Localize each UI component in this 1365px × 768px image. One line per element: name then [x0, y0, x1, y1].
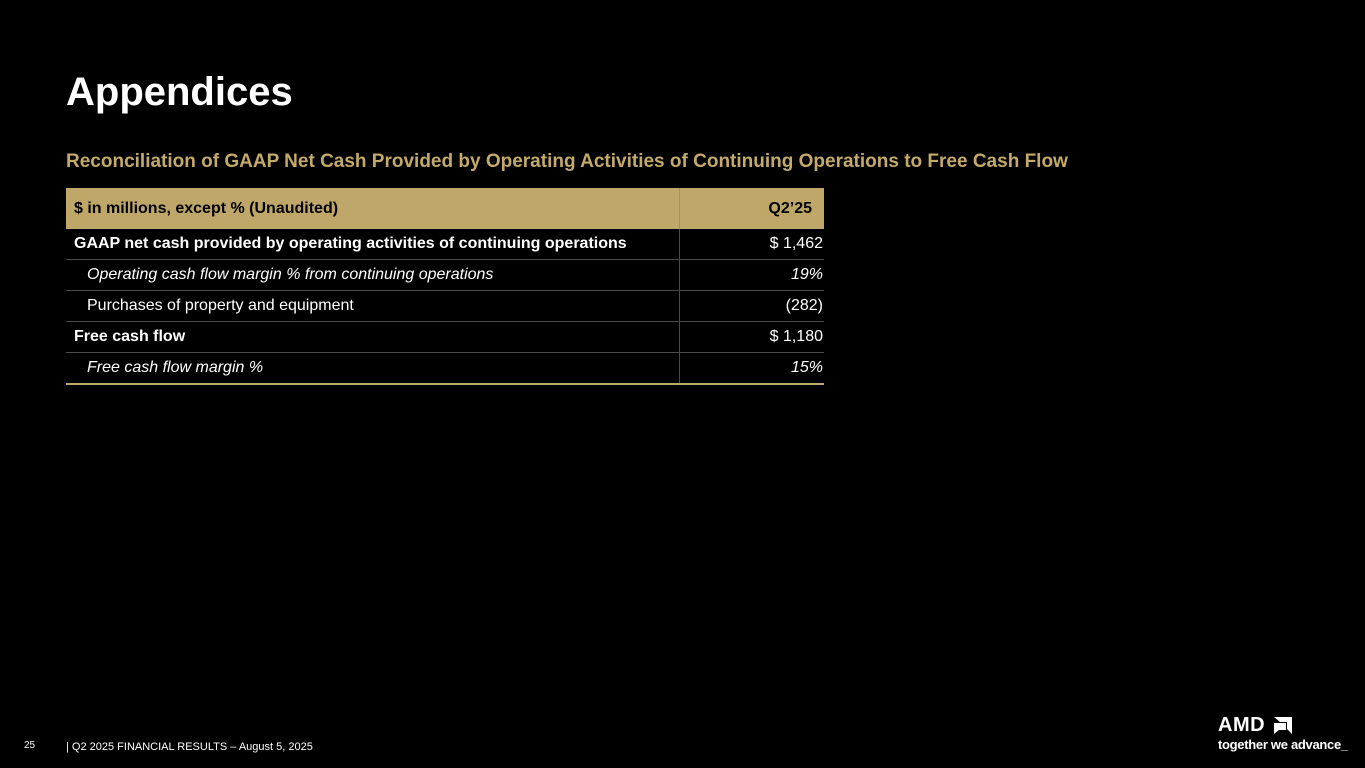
table-row: Operating cash flow margin % from contin… — [66, 259, 824, 291]
row-label-gaap-net-cash: GAAP net cash provided by operating acti… — [66, 229, 680, 260]
amd-arrow-icon — [1274, 717, 1292, 734]
row-value-free-cash-flow: $ 1,180 — [679, 321, 824, 353]
table-row: GAAP net cash provided by operating acti… — [66, 229, 824, 260]
logo-wordmark: AMD — [1218, 714, 1266, 736]
row-value-operating-cash-flow-margin: 19% — [679, 259, 824, 291]
page-title: Appendices — [66, 70, 293, 114]
row-label-operating-cash-flow-margin: Operating cash flow margin % from contin… — [66, 259, 680, 291]
page-number: 25 — [24, 740, 36, 751]
reconciliation-table: $ in millions, except % (Unaudited) Q2’2… — [66, 188, 824, 385]
table-row: Free cash flow $ 1,180 — [66, 321, 824, 353]
footer-text: | Q2 2025 FINANCIAL RESULTS – August 5, … — [66, 741, 313, 753]
table-row: Purchases of property and equipment (282… — [66, 290, 824, 322]
row-value-purchases-property-equipment: (282) — [679, 290, 824, 322]
table-header-label: $ in millions, except % (Unaudited) — [66, 188, 680, 229]
row-value-free-cash-flow-margin: 15% — [679, 352, 824, 385]
row-value-gaap-net-cash: $ 1,462 — [679, 229, 824, 260]
row-label-purchases-property-equipment: Purchases of property and equipment — [66, 290, 680, 322]
section-subtitle: Reconciliation of GAAP Net Cash Provided… — [66, 151, 1068, 172]
row-label-free-cash-flow-margin: Free cash flow margin % — [66, 352, 680, 385]
table-header-period: Q2’25 — [679, 188, 824, 229]
row-label-free-cash-flow: Free cash flow — [66, 321, 680, 353]
amd-logo: AMD together we advance_ — [1218, 714, 1353, 756]
table-row: Free cash flow margin % 15% — [66, 352, 824, 385]
table-header-row: $ in millions, except % (Unaudited) Q2’2… — [66, 188, 824, 229]
logo-tagline: together we advance_ — [1218, 737, 1348, 752]
